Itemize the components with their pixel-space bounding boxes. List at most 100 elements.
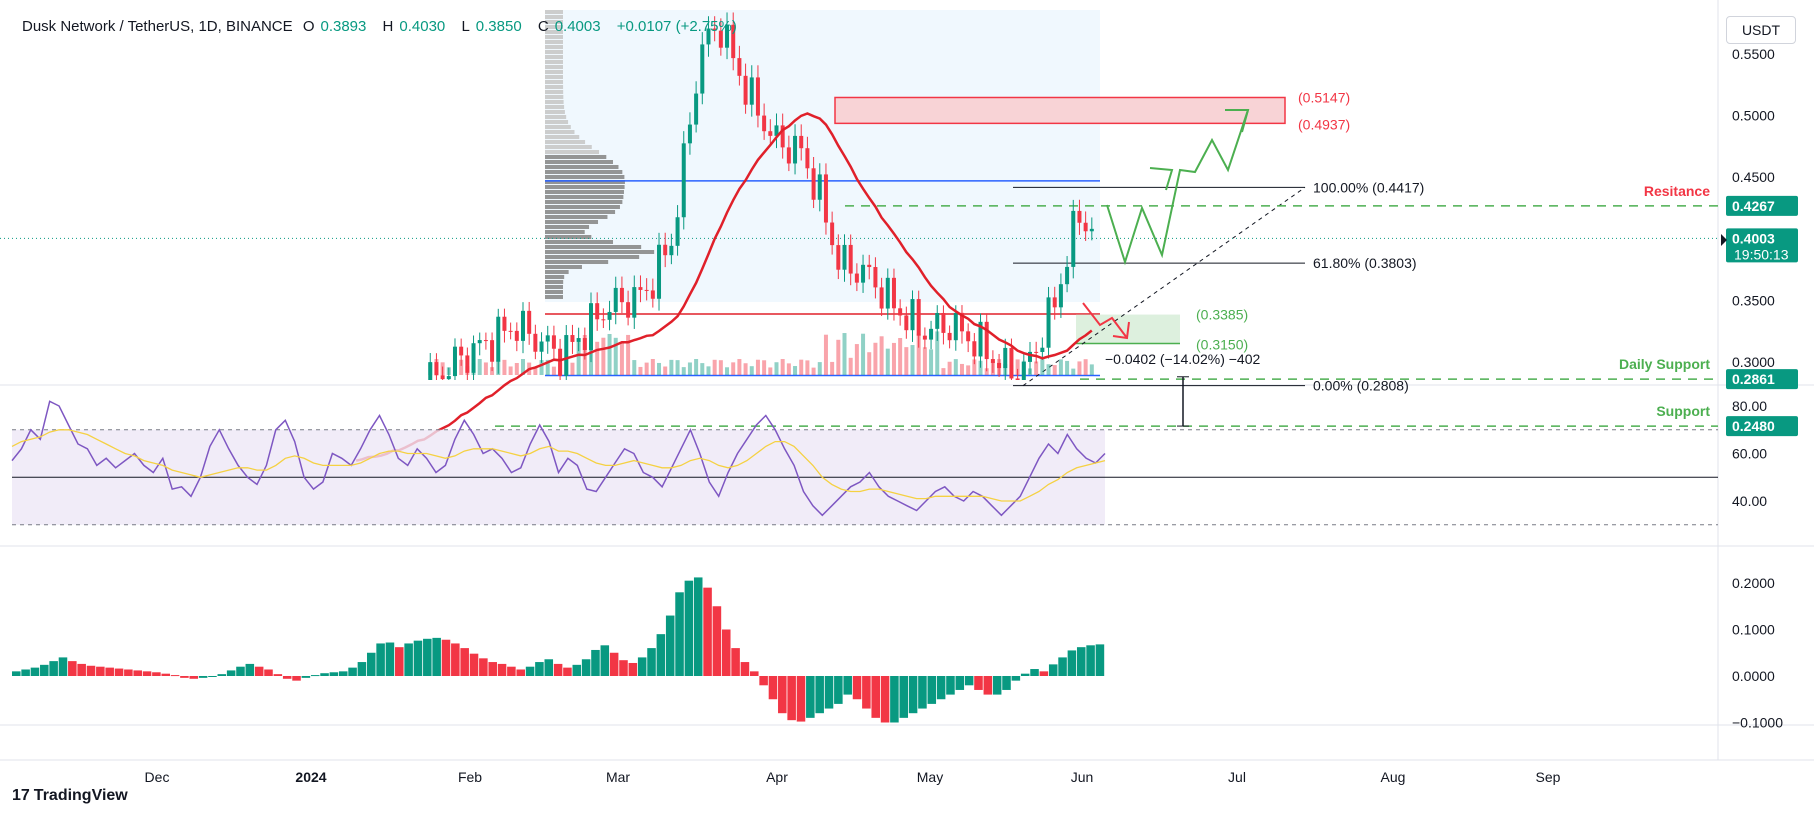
moving-average-line [355,112,1093,462]
volume-bar [638,366,643,375]
candle-body [1083,222,1088,232]
volume-profile-bar [545,235,592,239]
candle-body [681,143,686,218]
candle-body [768,131,773,136]
macd-bar [525,666,535,676]
macd-bar [665,615,675,676]
macd-bar [441,639,451,676]
volume-profile-bar [545,190,624,194]
macd-bar [86,665,96,676]
macd-bar [217,674,227,676]
tradingview-logo[interactable]: 17 TradingView [12,787,128,805]
candle-body [471,343,476,373]
macd-bar [236,666,245,676]
price-axis-badge [1726,416,1798,437]
macd-bar [329,672,339,676]
macd-bar [572,664,582,676]
volume-bar [514,363,519,375]
macd-bar [675,592,684,676]
volume-profile-bar [545,185,625,189]
volume-bar [1089,364,1094,375]
macd-bar [740,662,750,676]
candle-body [997,362,1002,369]
candle-body [990,359,995,363]
macd-bar [366,652,376,676]
candle-body [929,328,934,340]
volume-profile-bar [545,40,563,44]
candle-body [477,340,482,344]
volume-bar [867,352,872,375]
macd-bar [908,676,918,714]
volume-profile-bar [545,135,580,139]
price-tick-label: 0.5000 [1732,108,1775,124]
candle-body [1009,347,1014,379]
candle-body [490,340,495,362]
level-label: Support [1656,403,1710,419]
volume-bar [440,362,445,375]
candle-body [1071,210,1076,267]
volume-bar [1040,359,1045,375]
volume-bar [706,366,711,375]
macd-bar [806,676,815,718]
volume-bar [972,359,977,375]
candle-body [650,290,655,299]
macd-bar [49,661,58,676]
projected-down-arrowhead [1112,321,1130,340]
macd-bar [964,676,974,686]
macd-bar [796,676,806,722]
candle-body [459,346,464,356]
candle-body [539,341,544,352]
macd-bar [721,629,731,676]
macd-bar [918,676,927,709]
macd-tick-label: 0.0000 [1732,668,1775,684]
macd-bar [40,664,49,676]
close-value: C 0.4003 [537,18,601,35]
price-axis-badge [1726,228,1798,263]
volume-bar [1077,361,1082,375]
candle-body [935,312,940,329]
volume-profile-bar [545,225,590,229]
macd-bar [1067,650,1077,676]
macd-bar [254,666,264,676]
volume-bar [650,359,655,375]
macd-bar [208,676,217,677]
volume-profile-bar [545,20,563,24]
candle-body [669,245,674,256]
macd-bar [563,667,572,676]
candle-body [694,93,699,125]
candle-body [978,321,983,357]
macd-bar [161,673,171,676]
volume-bar [904,347,909,375]
demand-zone-bottom-label: (0.3150) [1196,337,1248,353]
macd-bar [637,657,647,676]
volume-bar [539,360,544,375]
volume-bar [848,357,853,375]
volume-bar [681,367,686,375]
volume-bar [811,367,816,375]
time-tick-label: Sep [1536,769,1561,785]
macd-bar [824,676,834,709]
macd-bar [413,640,423,676]
macd-bar [68,661,77,676]
macd-bar [609,652,619,676]
price-axis-badge [1726,369,1798,390]
volume-profile-bar [545,75,564,79]
candle-body [780,125,785,148]
macd-bar [983,676,993,695]
macd-bar [974,676,983,690]
chart-header: Dusk Network / TetherUS, 1D, BINANCE O 0.… [22,18,743,35]
volume-bar [551,366,556,375]
macd-bar [488,662,497,676]
volume-bar [749,366,754,375]
candle-body [867,264,872,268]
macd-bar [423,638,432,676]
candle-body [644,289,649,291]
volume-bar [1003,364,1008,375]
candle-body [916,299,921,336]
candle-body [861,264,866,283]
volume-bar [799,359,804,375]
candle-body [558,348,563,376]
candle-body [527,310,532,334]
currency-button[interactable]: USDT [1726,16,1796,44]
volume-bar [990,361,995,375]
